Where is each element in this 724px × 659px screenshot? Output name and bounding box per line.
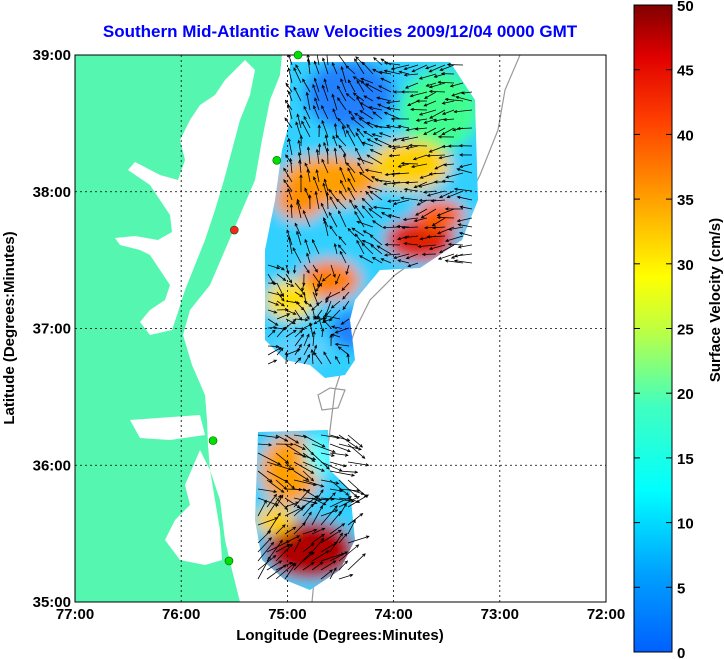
colorbar-tick-label: 20 (677, 386, 694, 403)
bathymetry-contour (317, 387, 346, 411)
colorbar-tick-label: 50 (677, 0, 694, 15)
chesapeake-bay (115, 60, 255, 335)
colorbar-ticks: 0 5 10 15 20 25 30 35 40 45 50 (634, 0, 694, 659)
colorbar-tick-label: 40 (677, 127, 694, 144)
velocity-vectors (257, 55, 473, 580)
radar-station-marker (293, 50, 303, 60)
colorbar-tick-label: 15 (677, 451, 694, 468)
y-tick-label: 36:00 (33, 457, 71, 474)
colorbar-tick-label: 5 (677, 580, 685, 597)
x-axis-label: Longitude (Degrees:Minutes) (236, 627, 444, 644)
x-tick-label: 72:00 (587, 606, 625, 623)
grid-lines (75, 55, 606, 602)
y-tick-label: 38:00 (33, 184, 71, 201)
x-tick-label: 77:00 (56, 606, 94, 623)
x-tick-label: 76:00 (162, 606, 200, 623)
radar-station-marker (230, 225, 239, 235)
colorbar-label: Surface Velocity (cm/s) (707, 218, 724, 382)
colorbar-tick-label: 25 (677, 322, 694, 339)
x-tick-labels: 77:00 76:00 75:00 74:00 73:00 72:00 (56, 606, 625, 623)
colorbar-tick-label: 0 (677, 645, 685, 659)
y-tick-label: 35:00 (33, 594, 71, 611)
radar-station-marker (272, 155, 282, 165)
map-title: Southern Mid-Atlantic Raw Velocities 200… (102, 22, 578, 41)
colorbar-tick-label: 10 (677, 516, 694, 533)
colorbar-tick-label: 30 (677, 257, 694, 274)
y-tick-labels: 39:00 38:00 37:00 36:00 35:00 (33, 47, 71, 611)
x-tick-label: 75:00 (268, 606, 306, 623)
colorbar-tick-label: 35 (677, 192, 694, 209)
y-tick-label: 37:00 (33, 321, 71, 338)
x-tick-label: 74:00 (374, 606, 412, 623)
x-tick-label: 73:00 (481, 606, 519, 623)
pamlico-sound (165, 450, 222, 565)
radar-stations (208, 50, 303, 566)
colorbar-tick-label: 45 (677, 63, 694, 80)
albemarle-sound (130, 415, 205, 440)
y-axis-label: Latitude (Degrees:Minutes) (1, 231, 18, 424)
y-tick-label: 39:00 (33, 47, 71, 64)
radar-station-marker (224, 556, 234, 566)
radar-station-marker (208, 436, 218, 445)
